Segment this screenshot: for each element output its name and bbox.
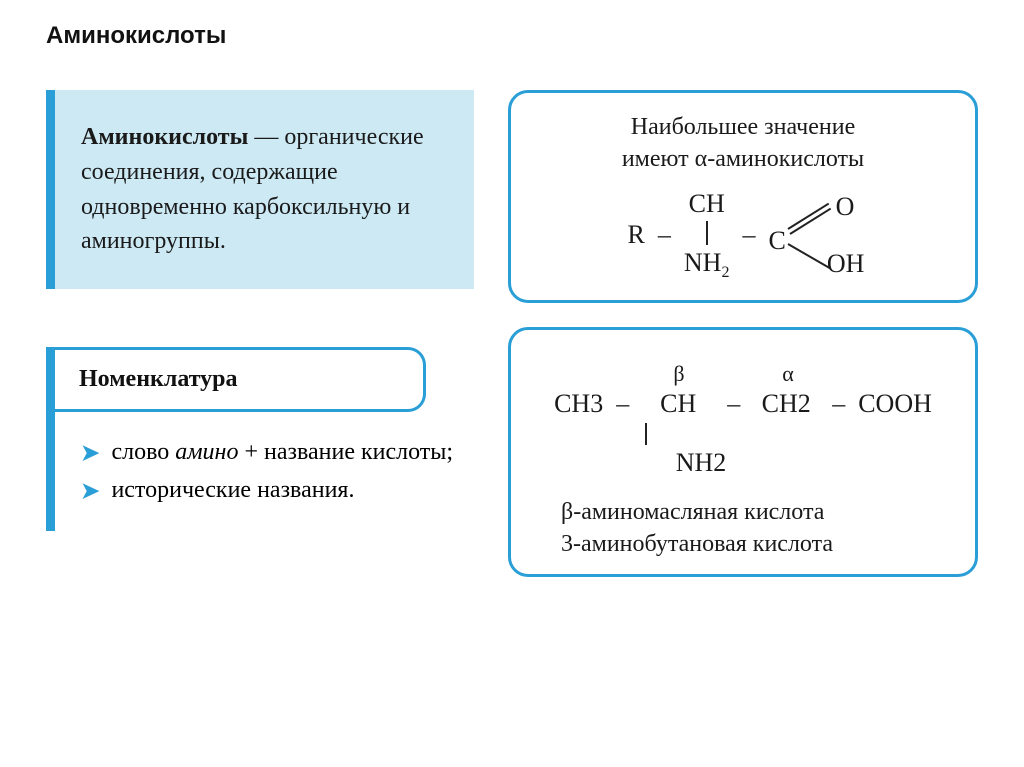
- carboxyl-group: C O OH: [768, 195, 858, 275]
- example-col: βα CH3 – CH – CH2 – COOH: [508, 327, 978, 577]
- beta-label: β: [624, 360, 734, 389]
- name-beta: β-аминомасляная кислота: [561, 496, 957, 528]
- page: Аминокислоты Аминокислоты — органи­чески…: [0, 0, 1024, 621]
- compound-names: β-аминомасляная кислота 3-аминобутановая…: [529, 496, 957, 561]
- nomenclature-heading: Номенклатура: [46, 347, 426, 412]
- definition-term: Аминокислоты: [81, 124, 248, 150]
- page-title: Аминокислоты: [46, 22, 994, 50]
- group-nh2: NH2: [684, 248, 730, 277]
- item1-text: слово амино + название кислоты;: [111, 434, 466, 471]
- item1-em: амино: [175, 439, 238, 465]
- nomenclature-item-2: ➤ исторические названия.: [81, 472, 466, 509]
- bond-vertical: [645, 423, 647, 445]
- atom-c: C: [768, 225, 785, 256]
- ch2-2: 2: [798, 389, 811, 418]
- group-nh2: NH2: [662, 446, 740, 480]
- definition-col: Аминокислоты — органи­ческие соединения,…: [46, 90, 474, 303]
- atom-o: O: [836, 191, 855, 222]
- alpha-label: α: [734, 360, 842, 389]
- formula-line: CH3 – CH – CH2 – COOH: [533, 387, 953, 421]
- nomenclature-item-1: ➤ слово амино + название кислоты;: [81, 434, 466, 471]
- group-ch3: CH3: [554, 389, 603, 418]
- nh2-row: NH2: [533, 446, 953, 480]
- alpha-amino-formula: R – CH NH2 – C O: [529, 188, 957, 283]
- bond-diag-1a: [788, 203, 830, 230]
- example-box: βα CH3 – CH – CH2 – COOH: [508, 327, 978, 577]
- significance-box: Наибольшее значение имеют α-аминокислоты…: [508, 90, 978, 303]
- definition-box: Аминокислоты — органи­ческие соединения,…: [46, 90, 474, 289]
- bullet-icon: ➤: [81, 434, 99, 471]
- nh-text: NH: [684, 248, 722, 277]
- greek-labels: βα: [533, 360, 953, 389]
- group-ch: CH: [642, 387, 714, 421]
- bond-diag-2: [788, 243, 831, 269]
- item1-prefix: слово: [111, 439, 175, 465]
- bullet-icon: ➤: [81, 472, 99, 509]
- row-2: Номенклатура ➤ слово амино + название ки…: [46, 327, 994, 577]
- sig-line1: Наибольшее значение: [631, 114, 856, 140]
- nomenclature-list: ➤ слово амино + название кислоты; ➤ исто…: [46, 412, 474, 531]
- bond-vertical: [706, 221, 708, 245]
- name-iupac: 3-аминобутановая кислота: [561, 528, 957, 560]
- item1-suffix: + название кислоты;: [238, 439, 453, 465]
- atom-r: R: [628, 220, 645, 249]
- significance-col: Наибольшее значение имеют α-аминокислоты…: [508, 90, 978, 303]
- atom-ch: CH: [689, 189, 725, 218]
- alpha-symbol: α: [695, 146, 708, 172]
- sig-line2b: -аминокислоты: [707, 146, 864, 172]
- ch3-3: 3: [590, 389, 603, 418]
- group-ch2: CH2: [753, 387, 819, 421]
- group-oh: OH: [827, 248, 865, 279]
- nh-text2: NH: [676, 448, 714, 477]
- row-1: Аминокислоты — органи­ческие соединения,…: [46, 90, 994, 303]
- ch3-c: CH: [554, 389, 590, 418]
- significance-text: Наибольшее значение имеют α-аминокислоты: [529, 111, 957, 176]
- group-cooh: COOH: [858, 389, 932, 418]
- sig-line2a: имеют: [622, 146, 695, 172]
- ch2-c: CH: [762, 389, 798, 418]
- bond-row: [533, 421, 953, 446]
- nh-sub: 2: [721, 264, 729, 281]
- example-formula: βα CH3 – CH – CH2 – COOH: [529, 348, 957, 483]
- nh-sub2: 2: [713, 448, 726, 477]
- nomenclature-col: Номенклатура ➤ слово амино + название ки…: [46, 327, 474, 577]
- item2-text: исторические названия.: [111, 472, 466, 509]
